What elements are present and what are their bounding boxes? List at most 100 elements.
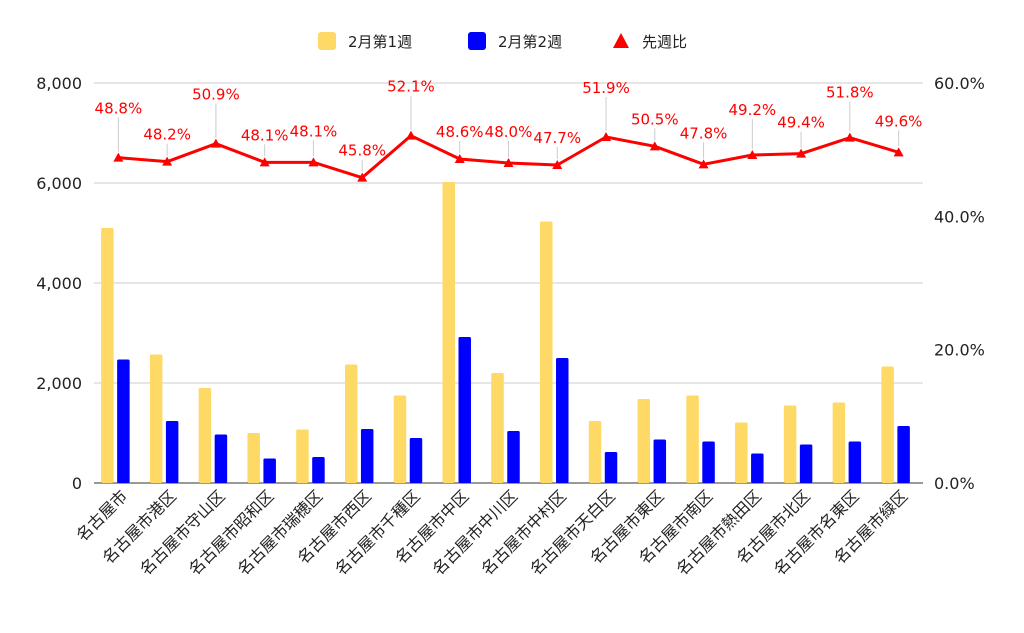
bar-week1 xyxy=(393,395,407,483)
ratio-point xyxy=(162,156,173,166)
bar-week2 xyxy=(458,337,471,483)
ratio-data-label: 51.9% xyxy=(582,79,630,97)
x-tick-label: 名古屋市千種区 xyxy=(331,486,424,579)
bar-week1 xyxy=(637,399,651,483)
ratio-data-label: 52.1% xyxy=(387,78,435,96)
ratio-point xyxy=(601,132,612,141)
ratio-data-label: 49.2% xyxy=(728,101,776,119)
bar-week2 xyxy=(165,421,179,483)
ratio-point xyxy=(357,172,368,182)
ratio-data-label: 49.4% xyxy=(777,114,825,132)
ratio-point xyxy=(405,130,416,140)
bar-week1 xyxy=(101,228,114,483)
y-left-tick-label: 6,000 xyxy=(36,174,82,193)
bar-week2 xyxy=(409,438,423,483)
ratio-data-label: 48.2% xyxy=(143,126,191,144)
ratio-data-label: 49.6% xyxy=(875,112,923,130)
bar-week2 xyxy=(604,452,618,483)
y-right-tick-label: 40.0% xyxy=(934,207,985,226)
bar-week2 xyxy=(751,453,764,483)
bar-week2 xyxy=(556,358,569,483)
bar-week1 xyxy=(832,402,846,483)
bar-week1 xyxy=(783,405,797,483)
bar-week1 xyxy=(198,388,212,483)
ratio-point xyxy=(698,159,709,169)
bar-week1 xyxy=(149,354,163,483)
bar-week2 xyxy=(507,431,520,483)
ratio-data-label: 48.0% xyxy=(485,123,533,141)
ratio-point xyxy=(552,160,563,169)
ratio-point xyxy=(308,157,319,167)
bar-week1 xyxy=(296,429,309,483)
ratio-point xyxy=(259,157,270,167)
ratio-data-label: 45.8% xyxy=(338,142,386,160)
legend-label: 2月第2週 xyxy=(498,33,562,51)
ratio-point xyxy=(747,150,758,159)
ratio-data-label: 50.9% xyxy=(192,86,240,104)
x-tick-label: 名古屋市天白区 xyxy=(526,486,619,579)
bar-week1 xyxy=(247,433,260,483)
ratio-data-label: 48.1% xyxy=(290,122,338,140)
ratio-data-label: 48.1% xyxy=(241,126,289,144)
bar-week2 xyxy=(263,458,276,483)
y-axis-left: 0 2,000 4,000 6,000 8,000 xyxy=(36,74,82,493)
legend-label: 2月第1週 xyxy=(348,33,412,51)
ratio-point xyxy=(893,147,904,157)
y-right-tick-label: 60.0% xyxy=(934,74,985,93)
bar-week2 xyxy=(653,439,667,483)
y-right-tick-label: 20.0% xyxy=(934,341,985,360)
ratio-point xyxy=(844,132,855,142)
leader-lines xyxy=(117,95,900,172)
legend-swatch xyxy=(468,32,486,50)
ratio-point xyxy=(796,148,807,158)
ratio-point xyxy=(210,138,221,148)
ratio-data-label: 48.6% xyxy=(436,123,484,141)
ratio-point xyxy=(454,154,465,163)
ratio-data-label: 51.8% xyxy=(826,84,874,102)
legend-item: 2月第1週 xyxy=(318,32,412,51)
x-tick-label: 名古屋市瑞穂区 xyxy=(234,486,327,579)
bar-week1 xyxy=(442,182,455,483)
bars xyxy=(101,182,910,483)
x-tick-label: 名古屋市昭和区 xyxy=(185,486,278,579)
x-axis-labels: 名古屋市名古屋市港区名古屋市守山区名古屋市昭和区名古屋市瑞穂区名古屋市西区名古屋… xyxy=(73,486,912,579)
legend-swatch xyxy=(613,33,629,48)
legend-item: 2月第2週 xyxy=(468,32,562,51)
bar-week2 xyxy=(848,441,862,483)
y-left-tick-label: 2,000 xyxy=(36,374,82,393)
bar-week1 xyxy=(881,366,894,483)
data-labels: 48.8%48.2%50.9%48.1% 48.1%45.8%52.1%48.6%… xyxy=(95,78,923,160)
ratio-data-label: 47.8% xyxy=(680,124,728,142)
ratio-point xyxy=(113,152,124,162)
bar-week2 xyxy=(214,434,228,483)
bar-week1 xyxy=(588,421,602,483)
bar-week2 xyxy=(799,444,813,483)
bar-week2 xyxy=(702,441,715,483)
legend: 2月第1週 2月第2週 先週比 xyxy=(318,32,687,51)
bar-week1 xyxy=(344,364,358,483)
bar-week2 xyxy=(360,429,374,483)
x-tick-label: 名古屋市守山区 xyxy=(136,486,229,579)
legend-swatch xyxy=(318,32,336,50)
ratio-line xyxy=(113,130,904,182)
bar-week1 xyxy=(735,422,748,483)
gridlines xyxy=(94,82,923,484)
legend-item: 先週比 xyxy=(613,33,687,51)
ratio-data-label: 50.5% xyxy=(631,110,679,128)
bar-week1 xyxy=(686,395,699,483)
bar-week2 xyxy=(117,359,130,483)
bar-week2 xyxy=(897,426,910,483)
x-tick-label: 名古屋市熱田区 xyxy=(673,486,766,579)
x-tick-label: 名古屋市中川区 xyxy=(429,486,522,579)
y-left-tick-label: 0 xyxy=(72,474,82,493)
ratio-point xyxy=(649,141,660,151)
ratio-point xyxy=(503,158,514,167)
ratio-data-label: 47.7% xyxy=(533,129,581,147)
bar-week1 xyxy=(491,373,504,483)
y-left-tick-label: 8,000 xyxy=(36,74,82,93)
y-left-tick-label: 4,000 xyxy=(36,274,82,293)
bar-week1 xyxy=(540,221,553,483)
x-tick-label: 名古屋市名東区 xyxy=(770,486,863,579)
ratio-data-label: 48.8% xyxy=(95,100,143,118)
